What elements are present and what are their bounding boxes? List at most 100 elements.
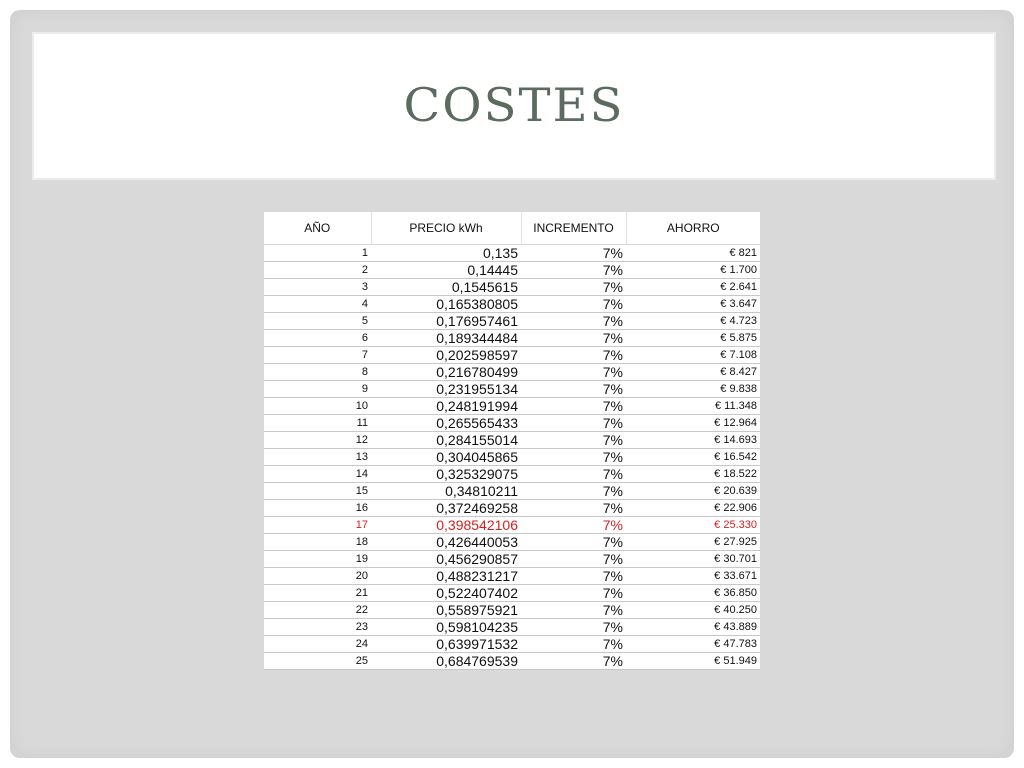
year-cell: 18 (264, 533, 371, 551)
saving-cell: € 20.639 (626, 482, 760, 500)
year-cell: 17 (264, 516, 371, 534)
slide-title: COSTES (403, 79, 625, 133)
price-cell: 0,265565433 (371, 414, 521, 432)
increment-cell: 7% (521, 516, 626, 534)
price-cell: 0,372469258 (371, 499, 521, 517)
table-row: 11 0,265565433 7% € 12.964 (264, 414, 760, 432)
table-row: 21 0,522407402 7% € 36.850 (264, 584, 760, 602)
table-row: 8 0,216780499 7% € 8.427 (264, 363, 760, 381)
increment-cell: 7% (521, 244, 626, 262)
saving-cell: € 1.700 (626, 261, 760, 279)
saving-cell: € 821 (626, 244, 760, 262)
price-cell: 0,325329075 (371, 465, 521, 483)
increment-cell: 7% (521, 652, 626, 670)
table-row: 23 0,598104235 7% € 43.889 (264, 618, 760, 636)
table-row: 17 0,398542106 7% € 25.330 (264, 516, 760, 534)
price-cell: 0,135 (371, 244, 521, 262)
price-cell: 0,216780499 (371, 363, 521, 381)
year-cell: 6 (264, 329, 371, 347)
increment-cell: 7% (521, 584, 626, 602)
price-cell: 0,189344484 (371, 329, 521, 347)
saving-cell: € 40.250 (626, 601, 760, 619)
year-cell: 20 (264, 567, 371, 585)
price-cell: 0,456290857 (371, 550, 521, 568)
price-cell: 0,202598597 (371, 346, 521, 364)
table-row: 10 0,248191994 7% € 11.348 (264, 397, 760, 415)
price-cell: 0,165380805 (371, 295, 521, 313)
increment-cell: 7% (521, 431, 626, 449)
price-cell: 0,488231217 (371, 567, 521, 585)
year-cell: 25 (264, 652, 371, 670)
table-row: 20 0,488231217 7% € 33.671 (264, 567, 760, 585)
table-row: 4 0,165380805 7% € 3.647 (264, 295, 760, 313)
saving-cell: € 2.641 (626, 278, 760, 296)
increment-cell: 7% (521, 363, 626, 381)
saving-cell: € 43.889 (626, 618, 760, 636)
increment-cell: 7% (521, 482, 626, 500)
table-row: 16 0,372469258 7% € 22.906 (264, 499, 760, 517)
saving-cell: € 18.522 (626, 465, 760, 483)
increment-cell: 7% (521, 346, 626, 364)
price-cell: 0,426440053 (371, 533, 521, 551)
saving-cell: € 12.964 (626, 414, 760, 432)
year-cell: 16 (264, 499, 371, 517)
year-cell: 3 (264, 278, 371, 296)
year-cell: 13 (264, 448, 371, 466)
saving-cell: € 33.671 (626, 567, 760, 585)
year-cell: 23 (264, 618, 371, 636)
slide: COSTES AÑO PRECIO kWh INCREMENTO AHORRO … (10, 10, 1014, 758)
saving-cell: € 3.647 (626, 295, 760, 313)
year-cell: 22 (264, 601, 371, 619)
year-cell: 12 (264, 431, 371, 449)
year-cell: 4 (264, 295, 371, 313)
table-row: 7 0,202598597 7% € 7.108 (264, 346, 760, 364)
increment-cell: 7% (521, 601, 626, 619)
increment-cell: 7% (521, 618, 626, 636)
table-row: 18 0,426440053 7% € 27.925 (264, 533, 760, 551)
saving-cell: € 9.838 (626, 380, 760, 398)
year-cell: 7 (264, 346, 371, 364)
table-row: 1 0,135 7% € 821 (264, 244, 760, 262)
table-row: 12 0,284155014 7% € 14.693 (264, 431, 760, 449)
increment-cell: 7% (521, 329, 626, 347)
saving-cell: € 22.906 (626, 499, 760, 517)
saving-cell: € 8.427 (626, 363, 760, 381)
table-row: 15 0,34810211 7% € 20.639 (264, 482, 760, 500)
year-cell: 10 (264, 397, 371, 415)
year-cell: 15 (264, 482, 371, 500)
table-row: 24 0,639971532 7% € 47.783 (264, 635, 760, 653)
price-cell: 0,284155014 (371, 431, 521, 449)
price-cell: 0,398542106 (371, 516, 521, 534)
table-row: 5 0,176957461 7% € 4.723 (264, 312, 760, 330)
increment-cell: 7% (521, 278, 626, 296)
price-cell: 0,304045865 (371, 448, 521, 466)
saving-cell: € 36.850 (626, 584, 760, 602)
table-row: 25 0,684769539 7% € 51.949 (264, 652, 760, 670)
saving-cell: € 5.875 (626, 329, 760, 347)
price-cell: 0,558975921 (371, 601, 521, 619)
increment-cell: 7% (521, 261, 626, 279)
saving-cell: € 7.108 (626, 346, 760, 364)
year-cell: 24 (264, 635, 371, 653)
increment-cell: 7% (521, 448, 626, 466)
table-row: 2 0,14445 7% € 1.700 (264, 261, 760, 279)
increment-cell: 7% (521, 397, 626, 415)
increment-cell: 7% (521, 499, 626, 517)
saving-cell: € 4.723 (626, 312, 760, 330)
saving-cell: € 30.701 (626, 550, 760, 568)
table-header: AÑO PRECIO kWh INCREMENTO AHORRO (264, 212, 760, 245)
table-row: 22 0,558975921 7% € 40.250 (264, 601, 760, 619)
year-cell: 11 (264, 414, 371, 432)
table-row: 19 0,456290857 7% € 30.701 (264, 550, 760, 568)
header-row: AÑO PRECIO kWh INCREMENTO AHORRO (264, 212, 760, 245)
year-cell: 8 (264, 363, 371, 381)
price-cell: 0,176957461 (371, 312, 521, 330)
increment-cell: 7% (521, 550, 626, 568)
cost-table-container: AÑO PRECIO kWh INCREMENTO AHORRO 1 0,135 7… (264, 212, 760, 670)
year-cell: 1 (264, 244, 371, 262)
saving-cell: € 47.783 (626, 635, 760, 653)
price-cell: 0,34810211 (371, 482, 521, 500)
increment-cell: 7% (521, 533, 626, 551)
header-increment: INCREMENTO (521, 212, 627, 245)
price-cell: 0,598104235 (371, 618, 521, 636)
